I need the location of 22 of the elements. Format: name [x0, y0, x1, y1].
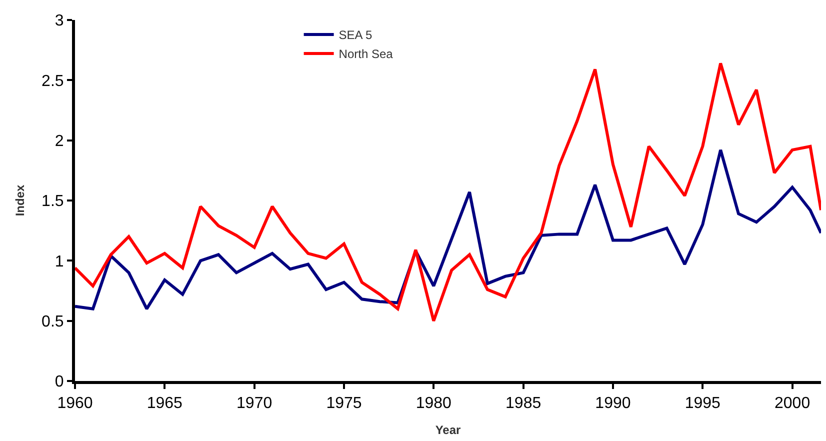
x-axis-title: Year	[435, 423, 462, 438]
y-tick-label: 1.5	[42, 193, 64, 210]
x-tick-label: 1985	[506, 395, 542, 412]
line-series	[75, 148, 821, 310]
x-tick-label: 1995	[684, 395, 721, 412]
y-tick-label: 2.5	[42, 72, 64, 90]
x-tick-label: 1970	[236, 395, 272, 412]
legend-label: SEA 5	[338, 28, 372, 42]
legend-label: North Sea	[338, 47, 394, 62]
y-tick-label: 0.5	[42, 313, 64, 330]
x-tick-label: 1960	[57, 395, 93, 412]
x-tick-label: 1975	[326, 395, 362, 412]
y-tick-label: 2	[54, 132, 64, 150]
x-tick-label: 1965	[146, 395, 183, 412]
x-tick-label: 2000	[774, 395, 810, 412]
y-tick-label: 1	[54, 253, 64, 270]
y-tick-label: 0	[54, 374, 64, 391]
x-tick-label: 1980	[416, 395, 452, 412]
x-tick-label: 1990	[595, 395, 631, 412]
y-tick-label: 3	[54, 12, 64, 30]
line-series	[75, 62, 821, 322]
y-axis-title: Index	[12, 184, 27, 216]
